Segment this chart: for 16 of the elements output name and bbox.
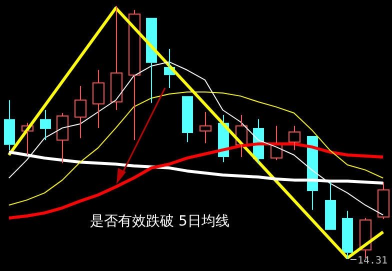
candlestick [74,85,86,139]
candlestick [110,6,122,110]
candlestick [325,182,336,230]
candlestick [40,109,51,141]
candlestick [128,10,140,141]
candlestick [4,100,15,150]
candlestick [288,125,300,150]
annotation: 14.31 [357,256,388,267]
candlestick [56,112,68,164]
candlestick [200,112,212,144]
annotation: 是否有效跌破 5日均线 [90,214,230,230]
candlestick [92,70,104,128]
candlestick [22,122,34,156]
candlestick [378,182,390,220]
candlestick [146,18,157,104]
candlestick [236,114,248,158]
